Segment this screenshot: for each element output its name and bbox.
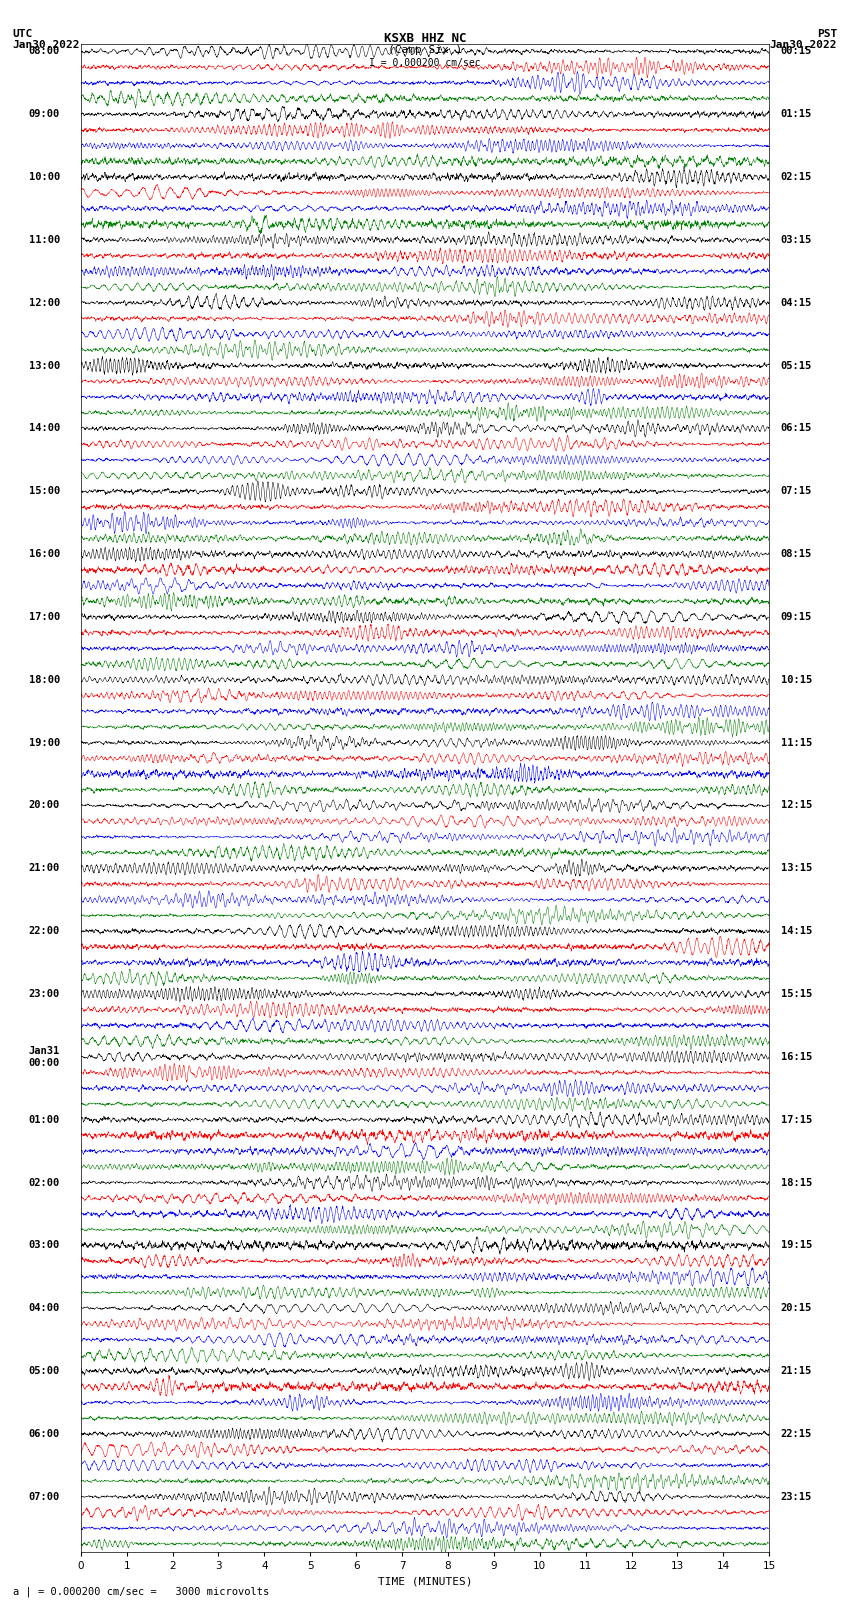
Text: 12:00: 12:00 [29,298,60,308]
Text: UTC: UTC [13,29,33,39]
Text: 02:15: 02:15 [780,173,812,182]
Text: 06:00: 06:00 [29,1429,60,1439]
Text: 02:00: 02:00 [29,1177,60,1187]
Text: 19:15: 19:15 [780,1240,812,1250]
Text: 01:00: 01:00 [29,1115,60,1124]
Text: 09:00: 09:00 [29,110,60,119]
Text: 18:15: 18:15 [780,1177,812,1187]
Text: 05:15: 05:15 [780,361,812,371]
Text: 22:00: 22:00 [29,926,60,936]
Text: 22:15: 22:15 [780,1429,812,1439]
Text: 19:00: 19:00 [29,737,60,748]
Text: 03:00: 03:00 [29,1240,60,1250]
Text: 23:00: 23:00 [29,989,60,998]
Text: Jan30,2022: Jan30,2022 [13,40,80,50]
Text: 14:15: 14:15 [780,926,812,936]
Text: 14:00: 14:00 [29,424,60,434]
Text: (Camp Six ): (Camp Six ) [388,45,462,55]
Text: 11:00: 11:00 [29,235,60,245]
Text: 08:15: 08:15 [780,548,812,560]
Text: 04:15: 04:15 [780,298,812,308]
Text: 20:00: 20:00 [29,800,60,810]
Text: 00:15: 00:15 [780,47,812,56]
Text: 13:15: 13:15 [780,863,812,873]
Text: Jan30,2022: Jan30,2022 [770,40,837,50]
Text: 20:15: 20:15 [780,1303,812,1313]
Text: 08:00: 08:00 [29,47,60,56]
Text: 07:15: 07:15 [780,486,812,497]
Text: 11:15: 11:15 [780,737,812,748]
Text: 06:15: 06:15 [780,424,812,434]
Text: 16:15: 16:15 [780,1052,812,1061]
Text: 21:15: 21:15 [780,1366,812,1376]
Text: 04:00: 04:00 [29,1303,60,1313]
Text: 23:15: 23:15 [780,1492,812,1502]
Text: 16:00: 16:00 [29,548,60,560]
Text: 05:00: 05:00 [29,1366,60,1376]
Text: a | = 0.000200 cm/sec =   3000 microvolts: a | = 0.000200 cm/sec = 3000 microvolts [13,1586,269,1597]
Text: 18:00: 18:00 [29,674,60,686]
Text: 17:00: 17:00 [29,611,60,623]
Text: 10:15: 10:15 [780,674,812,686]
Text: 09:15: 09:15 [780,611,812,623]
Text: Jan31
00:00: Jan31 00:00 [29,1047,60,1068]
Text: 01:15: 01:15 [780,110,812,119]
Text: 03:15: 03:15 [780,235,812,245]
Text: 17:15: 17:15 [780,1115,812,1124]
Text: PST: PST [817,29,837,39]
Text: 15:15: 15:15 [780,989,812,998]
X-axis label: TIME (MINUTES): TIME (MINUTES) [377,1576,473,1586]
Text: 21:00: 21:00 [29,863,60,873]
Text: I = 0.000200 cm/sec: I = 0.000200 cm/sec [369,58,481,68]
Text: 13:00: 13:00 [29,361,60,371]
Text: KSXB HHZ NC: KSXB HHZ NC [383,32,467,45]
Text: 07:00: 07:00 [29,1492,60,1502]
Text: 12:15: 12:15 [780,800,812,810]
Text: 10:00: 10:00 [29,173,60,182]
Text: 15:00: 15:00 [29,486,60,497]
